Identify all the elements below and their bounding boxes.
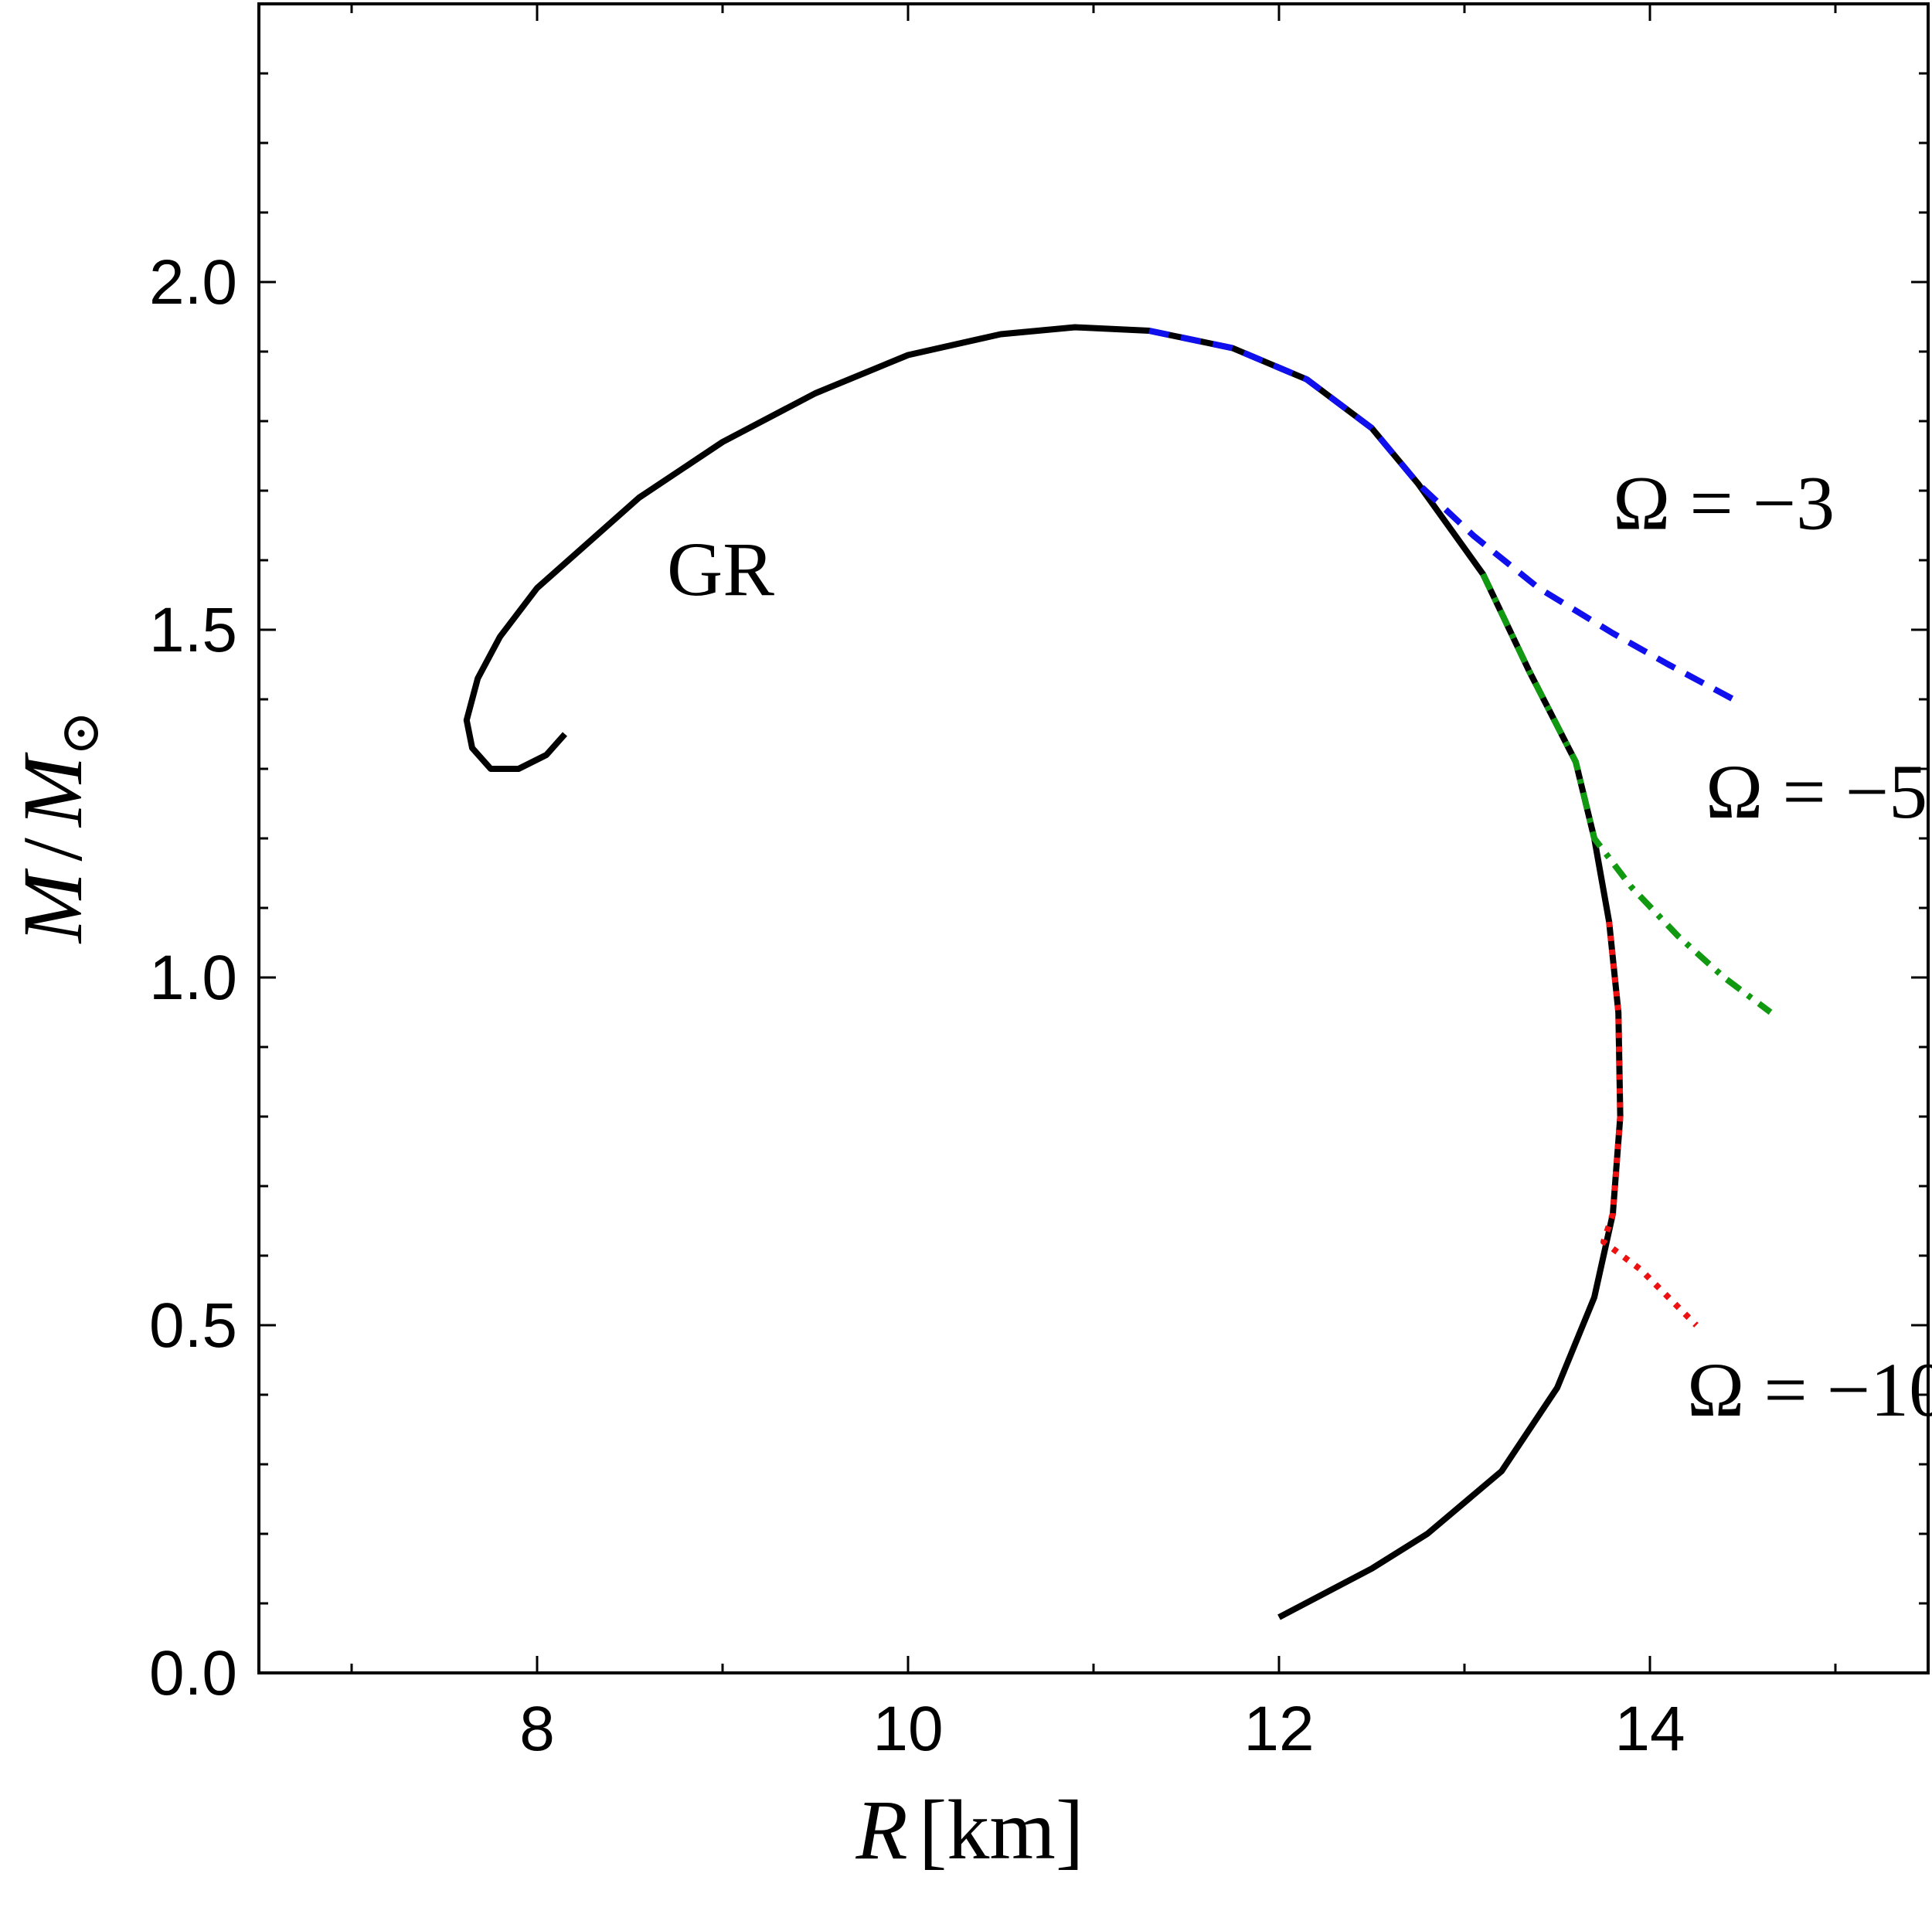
y-tick-label: 1.0	[149, 943, 237, 1013]
series-line-omega-3	[1148, 328, 1735, 702]
x-tick-label: 12	[1243, 1694, 1314, 1764]
x-tick-label: 14	[1614, 1694, 1685, 1764]
x-tick-label: 10	[872, 1694, 943, 1764]
y-tick-label: 0.5	[149, 1290, 237, 1361]
series-annotation-1: Ω = −3	[1613, 461, 1835, 546]
series-line-gr	[463, 324, 1624, 1620]
ticks-layer: 8 10 12 14 0.0 0.5 1.0 1.5 2.0	[149, 4, 1928, 1764]
x-tick-label: 8	[519, 1694, 555, 1764]
series-annotation-0: GR	[667, 526, 774, 612]
series-annotation-2: Ω = −5	[1706, 749, 1927, 835]
series-layer	[463, 324, 1773, 1620]
plot-area	[257, 2, 1930, 1674]
y-tick-label: 1.5	[149, 595, 237, 665]
series-line-omega-5	[1480, 573, 1773, 1015]
x-axis-label: R [km]	[855, 1783, 1083, 1877]
plot-frame	[257, 2, 1930, 1674]
series-annotation-3: Ω = −10	[1687, 1347, 1932, 1433]
y-tick-label: 2.0	[149, 247, 237, 318]
y-tick-label: 0.0	[149, 1638, 237, 1708]
annotation-layer: GR Ω = −3 Ω = −5 Ω = −10	[667, 461, 1932, 1433]
series-line-omega-10	[1600, 921, 1699, 1328]
y-axis-label: M/M⊙	[5, 711, 111, 945]
